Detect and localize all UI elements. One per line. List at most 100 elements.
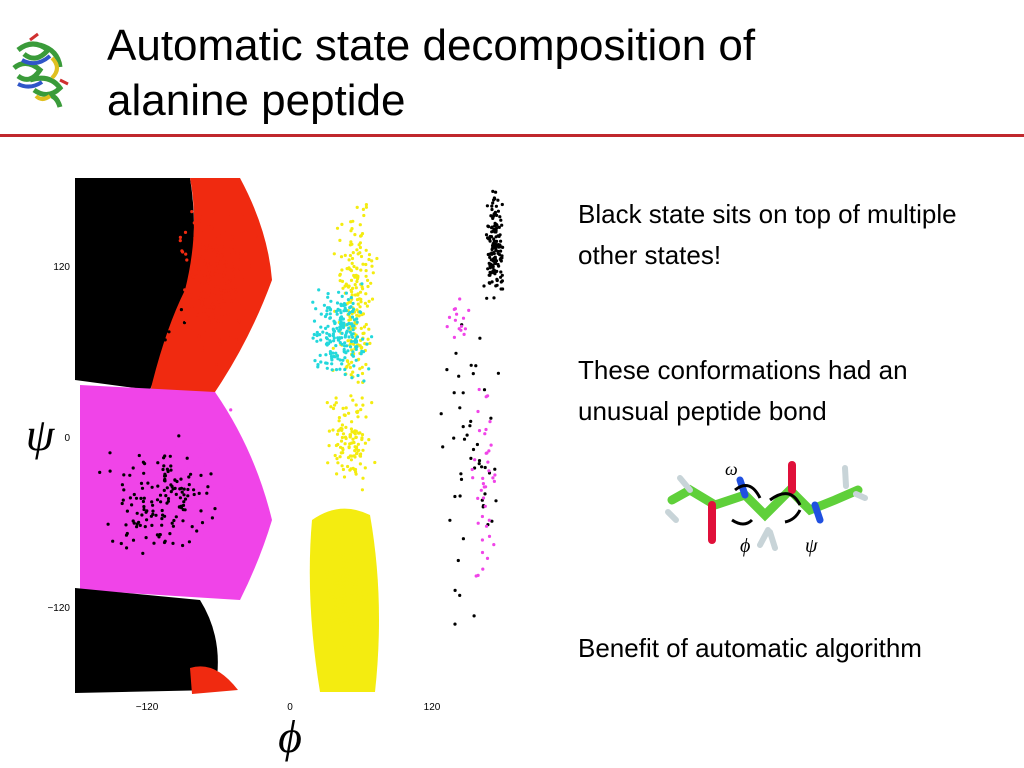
scatter-dot [328,582,332,587]
scatter-dot [350,353,354,357]
scatter-dot [357,448,361,452]
scatter-dot [192,221,196,225]
scatter-dot [342,350,347,354]
scatter-dot [198,248,202,252]
scatter-dot [217,339,221,343]
scatter-dot [328,352,333,356]
scatter-dot [158,315,162,319]
scatter-dot [190,547,194,552]
scatter-dot [358,626,362,631]
scatter-dot [116,628,120,632]
scatter-dot [125,546,129,550]
scatter-dot [130,672,134,676]
scatter-dot [491,229,495,233]
scatter-dot [337,419,341,423]
scatter-dot [130,648,134,652]
scatter-dot [325,309,329,313]
scatter-dot [189,302,193,306]
scatter-dot [499,239,503,243]
scatter-dot [330,362,334,366]
scatter-dot [319,360,323,364]
scatter-dot [135,230,139,234]
scatter-dot [349,551,353,555]
scatter-dot [101,277,105,281]
scatter-dot [348,310,352,314]
scatter-dot [146,644,150,649]
scatter-dot [193,236,197,240]
scatter-dot [195,310,199,314]
scatter-dot [209,289,213,293]
scatter-dot [135,280,139,284]
scatter-dot [213,476,217,480]
scatter-dot [171,541,175,546]
scatter-dot [230,533,234,537]
scatter-dot [459,477,464,481]
scatter-dot [355,298,360,302]
scatter-dot [229,333,233,337]
scatter-dot [330,356,334,360]
scatter-dot [160,442,164,446]
scatter-dot [326,461,330,465]
scatter-dot [155,637,159,642]
scatter-dot [331,428,335,432]
scatter-dot [167,479,171,483]
scatter-dot [361,331,365,336]
scatter-dot [315,339,319,343]
scatter-dot [163,514,167,518]
scatter-dot [219,234,223,238]
scatter-dot [153,495,157,499]
scatter-dot [219,295,223,299]
scatter-dot [101,254,105,258]
scatter-dot [101,227,105,231]
scatter-dot [208,537,212,541]
scatter-dot [494,499,498,503]
scatter-dot [347,446,351,450]
scatter-dot [349,269,354,273]
scatter-dot [173,499,177,503]
scatter-dot [483,492,487,496]
scatter-dot [157,326,161,330]
scatter-dot [348,365,352,370]
scatter-dot [328,624,332,628]
scatter-dot [164,628,168,632]
scatter-dot [358,290,363,294]
scatter-dot [121,225,125,229]
scatter-dot [214,287,218,291]
scatter-dot [144,450,148,454]
scatter-dot [122,473,126,477]
scatter-dot [207,540,211,544]
scatter-dot [210,318,214,322]
scatter-dot [199,212,203,216]
scatter-dot [96,668,100,673]
scatter-dot [150,500,154,504]
red-state [190,666,238,694]
scatter-dot [212,335,217,339]
scatter-dot [340,362,344,366]
scatter-dot [198,440,202,444]
scatter-dot [208,460,213,464]
scatter-dot [202,255,207,259]
scatter-dot [353,585,357,589]
scatter-dot [159,266,163,270]
scatter-dot [231,470,235,474]
scatter-dot [114,667,118,671]
scatter-dot [344,565,348,569]
scatter-dot [135,539,139,543]
scatter-dot [493,467,497,471]
scatter-dot [344,425,348,429]
scatter-dot [335,457,339,461]
scatter-dot [496,234,500,238]
scatter-dot [352,579,356,584]
scatter-dot [346,567,350,571]
scatter-dot [166,555,170,559]
scatter-dot [151,329,155,333]
scatter-dot [324,353,328,357]
scatter-dot [177,434,181,438]
scatter-dot [190,210,194,214]
scatter-dot [122,288,126,292]
scatter-dot [331,548,335,552]
scatter-dot [95,661,99,665]
scatter-dot [111,539,115,543]
scatter-dot [348,662,352,667]
scatter-dot [97,339,101,343]
